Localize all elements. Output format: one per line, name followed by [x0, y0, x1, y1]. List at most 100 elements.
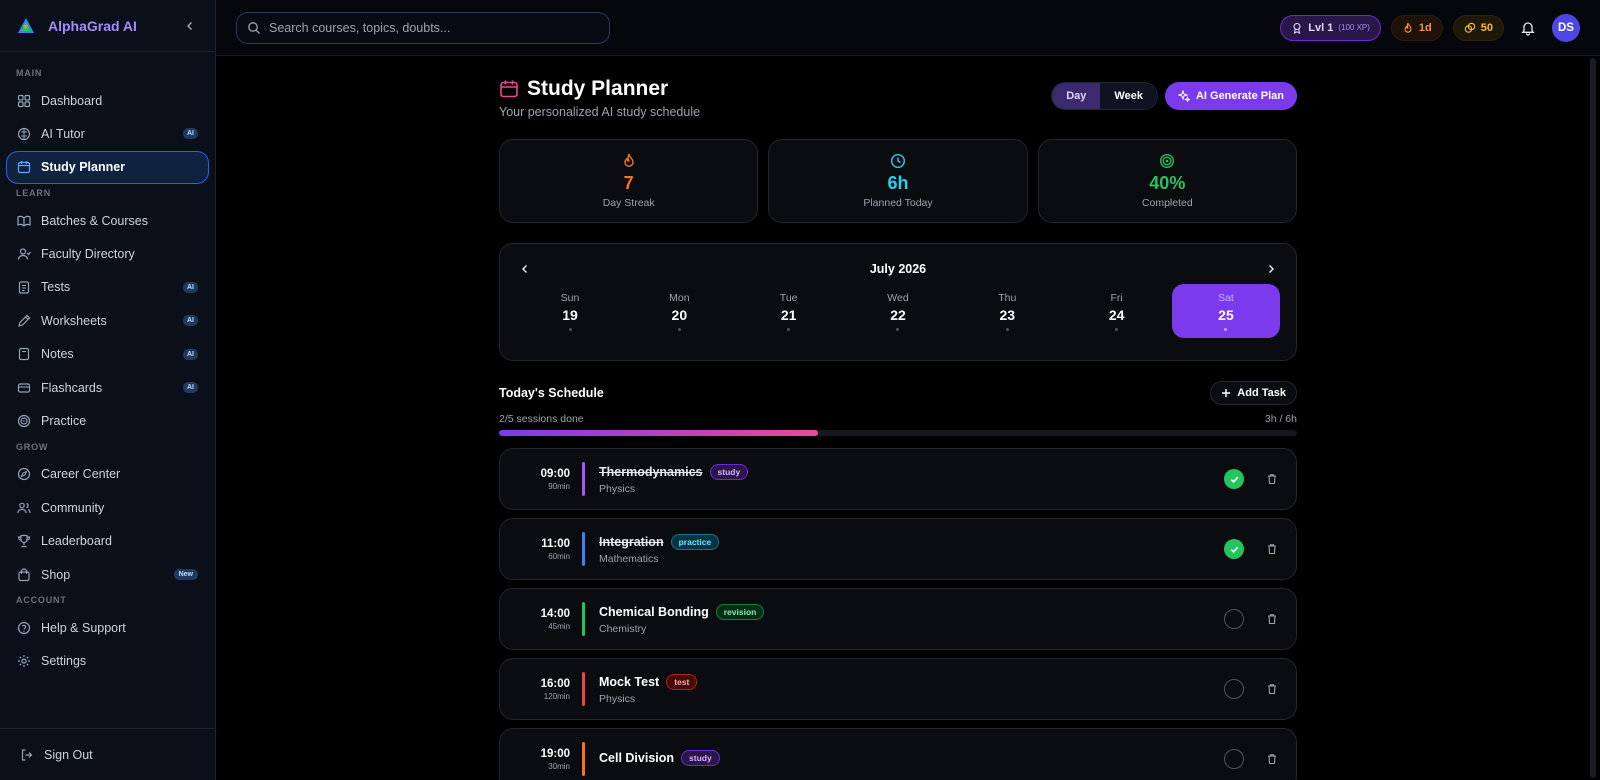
- delete-task-button[interactable]: [1264, 541, 1280, 557]
- task-row[interactable]: 14:00 45min Chemical Bonding revision Chemis…: [499, 588, 1297, 650]
- level-pill[interactable]: Lvl 1 (100 XP): [1280, 14, 1381, 41]
- task-row[interactable]: 09:00 90min Thermodynamics study Physics: [499, 448, 1297, 510]
- delete-task-button[interactable]: [1264, 681, 1280, 697]
- search-input[interactable]: [269, 20, 589, 35]
- calendar-icon: [17, 160, 31, 174]
- page-header: Study Planner Your personalized AI study…: [499, 77, 1297, 119]
- task-complete-toggle[interactable]: [1224, 469, 1244, 489]
- day-number: 25: [1218, 306, 1234, 323]
- day-dot: [1005, 327, 1009, 331]
- task-info: Chemical Bonding revision Chemistry: [599, 603, 1224, 635]
- delete-task-button[interactable]: [1264, 751, 1280, 767]
- sign-out-label: Sign Out: [44, 747, 93, 762]
- medal-icon: [1291, 22, 1303, 34]
- task-color-bar: [582, 602, 585, 636]
- topbar-actions: Lvl 1 (100 XP) 1d 50 DS: [1280, 13, 1580, 42]
- stat-value: 7: [623, 173, 634, 193]
- ai-generate-plan-button[interactable]: AI Generate Plan: [1164, 82, 1297, 110]
- sidebar-item-shop[interactable]: Shop New: [6, 558, 209, 591]
- flame-icon: [1402, 22, 1414, 34]
- sidebar-item-dashboard[interactable]: Dashboard: [6, 84, 209, 117]
- sidebar-item-community[interactable]: Community: [6, 491, 209, 524]
- schedule-header: Today's Schedule Add Task: [499, 381, 1297, 405]
- stats-row: 7 Day Streak 6h Planned Today 40% Comple…: [499, 139, 1297, 223]
- brand-logo-icon: [18, 17, 34, 33]
- calendar-day[interactable]: Wed 22: [844, 284, 952, 338]
- day-dot: [677, 327, 681, 331]
- chevron-left-icon: [521, 264, 528, 274]
- task-title-line: Cell Division study: [599, 749, 1224, 766]
- calendar-month: July 2026: [869, 262, 927, 276]
- ai-badge: AI: [183, 281, 198, 293]
- day-number: 19: [562, 306, 578, 323]
- task-time: 11:00: [541, 537, 570, 550]
- day-number: 20: [671, 306, 688, 323]
- brand: AlphaGrad AI: [0, 0, 215, 52]
- day-number: 22: [890, 306, 906, 323]
- previous-week-button[interactable]: [516, 260, 534, 278]
- task-row[interactable]: 16:00 120min Mock Test test Physics: [499, 658, 1297, 720]
- task-tag: practice: [670, 533, 720, 550]
- next-week-button[interactable]: [1262, 260, 1280, 278]
- avatar[interactable]: DS: [1552, 13, 1580, 42]
- sidebar-item-study-planner[interactable]: Study Planner: [6, 150, 209, 184]
- add-task-button[interactable]: Add Task: [1210, 381, 1297, 405]
- stat-card-planned: 6h Planned Today: [768, 139, 1028, 223]
- calendar-icon: [499, 79, 519, 99]
- calendar-day[interactable]: Thu 23: [953, 284, 1061, 338]
- calendar-day[interactable]: Tue 21: [735, 284, 843, 338]
- task-row[interactable]: 19:00 30min Cell Division study: [499, 728, 1297, 780]
- sidebar-item-label: Help & Support: [41, 620, 126, 635]
- delete-task-button[interactable]: [1264, 471, 1280, 487]
- section-label-account: ACCOUNT: [16, 595, 67, 606]
- sign-out-button[interactable]: Sign Out: [0, 728, 215, 780]
- view-toggle: Day Week: [1051, 82, 1158, 110]
- sidebar-item-notes[interactable]: Notes AI: [6, 338, 209, 371]
- task-info: Mock Test test Physics: [599, 673, 1224, 705]
- day-name: Mon: [669, 291, 690, 304]
- search-box[interactable]: [236, 11, 610, 44]
- compass-icon: [17, 467, 31, 481]
- task-complete-toggle[interactable]: [1224, 679, 1244, 699]
- task-complete-toggle[interactable]: [1224, 609, 1244, 629]
- scrollbar[interactable]: [1590, 58, 1596, 778]
- sidebar-item-practice[interactable]: Practice: [6, 405, 209, 438]
- card-icon: [17, 381, 31, 395]
- task-list: 09:00 90min Thermodynamics study Physics 11:0…: [499, 448, 1297, 780]
- task-complete-toggle[interactable]: [1224, 749, 1244, 769]
- sidebar-item-help-support[interactable]: Help & Support: [6, 611, 209, 644]
- notifications-button[interactable]: [1514, 14, 1542, 42]
- sidebar-item-tests[interactable]: Tests AI: [6, 271, 209, 304]
- title-line: Study Planner: [499, 77, 1051, 101]
- sidebar-item-label: Dashboard: [41, 93, 103, 108]
- pencil-icon: [17, 314, 31, 328]
- day-name: Thu: [998, 291, 1017, 304]
- task-title-line: Integration practice: [599, 533, 1224, 550]
- calendar-day[interactable]: Fri 24: [1063, 284, 1171, 338]
- week-view-button[interactable]: Week: [1114, 90, 1143, 102]
- day-view-button[interactable]: Day: [1052, 83, 1101, 109]
- sidebar-item-ai-tutor[interactable]: AI Tutor AI: [6, 117, 209, 150]
- notebook-icon: [17, 347, 31, 361]
- coins-pill[interactable]: 50: [1452, 14, 1504, 41]
- calendar-day-selected[interactable]: Sat 25: [1171, 284, 1280, 338]
- study-planner-content: Study Planner Your personalized AI study…: [499, 56, 1297, 780]
- delete-task-button[interactable]: [1264, 611, 1280, 627]
- coins-text: 50: [1480, 21, 1493, 34]
- task-row[interactable]: 11:00 60min Integration practice Mathematics: [499, 518, 1297, 580]
- sidebar-item-flashcards[interactable]: Flashcards AI: [6, 371, 209, 404]
- sidebar-item-label: Career Center: [41, 467, 121, 482]
- sidebar-item-settings[interactable]: Settings: [6, 645, 209, 678]
- task-color-bar: [582, 462, 585, 496]
- task-complete-toggle[interactable]: [1224, 539, 1244, 559]
- sidebar-item-batches-courses[interactable]: Batches & Courses: [6, 204, 209, 237]
- streak-pill[interactable]: 1d: [1390, 14, 1443, 41]
- calendar-day[interactable]: Sun 19: [516, 284, 624, 338]
- sidebar-item-faculty-directory[interactable]: Faculty Directory: [6, 238, 209, 271]
- week-calendar: July 2026 Sun 19 Mon 20 Tue 21 Wed 22 Thu 23 …: [499, 243, 1297, 361]
- sidebar-item-career-center[interactable]: Career Center: [6, 458, 209, 491]
- collapse-sidebar-button[interactable]: [181, 17, 199, 35]
- calendar-day[interactable]: Mon 20: [625, 284, 733, 338]
- sidebar-item-leaderboard[interactable]: Leaderboard: [6, 525, 209, 558]
- sidebar-item-worksheets[interactable]: Worksheets AI: [6, 304, 209, 337]
